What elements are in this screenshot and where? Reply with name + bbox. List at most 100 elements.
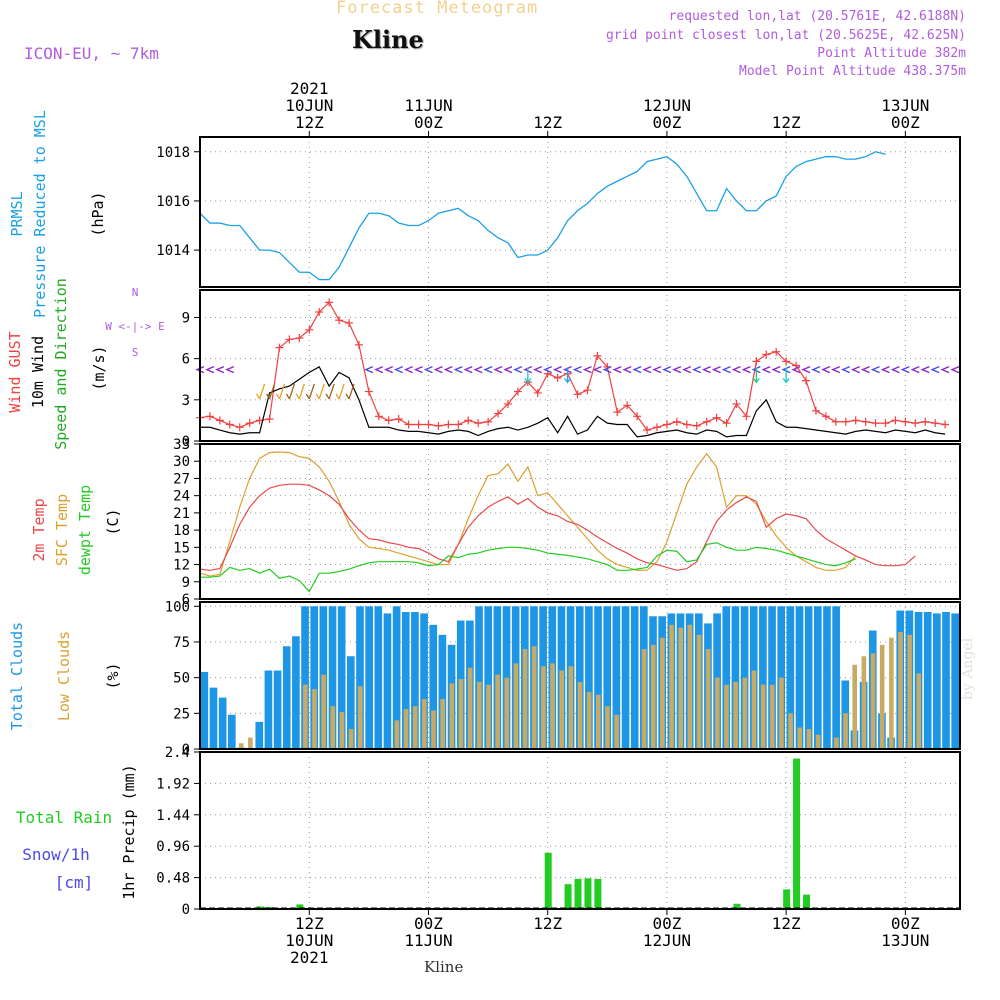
- gust-point: [553, 373, 562, 382]
- low-cloud-bar: [797, 727, 803, 749]
- low-cloud-bar: [898, 631, 903, 749]
- gust-point: [821, 412, 830, 421]
- total-cloud-bar: [273, 670, 282, 749]
- rain-bar: [733, 903, 741, 909]
- low-cloud-bar: [568, 666, 574, 749]
- pressure-ytick-label: 1018: [156, 145, 190, 161]
- total-cloud-bar: [347, 656, 355, 749]
- gust-point: [672, 417, 681, 426]
- wind-direction-arrow: [215, 365, 225, 374]
- cloud-label-low: Low Clouds: [55, 631, 73, 721]
- total-cloud-bar: [575, 606, 584, 749]
- rain-bar: [256, 906, 264, 909]
- wind-direction-arrow: [393, 365, 403, 374]
- gust-point: [444, 420, 453, 429]
- temp-label-unit: (C): [104, 508, 122, 535]
- wind-direction-arrow: [731, 365, 741, 374]
- low-cloud-bar: [431, 710, 436, 749]
- temperature-ytick-label: 6: [182, 592, 190, 608]
- wind-direction-arrow: [562, 365, 572, 374]
- low-cloud-bar: [660, 637, 665, 749]
- low-cloud-bar: [303, 684, 308, 749]
- wind-direction-arrow: [622, 365, 632, 374]
- compass-south: S: [132, 346, 139, 359]
- total-cloud-bar: [786, 606, 795, 749]
- low-cloud-bar: [724, 684, 729, 749]
- wind-direction-arrow: [752, 367, 760, 384]
- low-cloud-bar: [541, 666, 546, 749]
- top-time-label: 00Z: [652, 113, 681, 132]
- gust-point: [354, 340, 363, 349]
- gust-point: [573, 390, 582, 399]
- low-cloud-bar: [422, 699, 427, 749]
- gust-point: [494, 409, 503, 418]
- clouds-ytick-label: 0: [182, 742, 190, 758]
- wind-direction-arrow: [572, 365, 582, 374]
- gust-point: [802, 376, 811, 385]
- precip-panel-frame: [199, 751, 961, 910]
- gust-point: [404, 420, 413, 429]
- total-cloud-bar: [484, 606, 493, 749]
- low-cloud-bar: [806, 729, 812, 749]
- wind-direction-arrow: [503, 365, 513, 374]
- wind-panel-frame: [199, 289, 961, 442]
- low-cloud-bar: [770, 684, 775, 749]
- bottom-time-label: 00Z: [652, 914, 681, 933]
- total-cloud-bar: [475, 606, 483, 749]
- low-cloud-bar: [779, 677, 784, 749]
- gust-point: [762, 350, 771, 359]
- gust-point: [464, 416, 473, 425]
- precip-label-snow: Snow/1h: [22, 845, 89, 864]
- gust-point: [345, 318, 354, 327]
- low-cloud-bar: [650, 644, 656, 749]
- total-cloud-bar: [731, 606, 740, 749]
- total-cloud-bar: [951, 613, 959, 749]
- rain-bar: [296, 904, 304, 909]
- top-time-label: 00Z: [891, 113, 920, 132]
- bottom-time-label: 12Z: [295, 914, 324, 933]
- temperature-panel-bg: [200, 444, 960, 599]
- low-cloud-bar: [476, 681, 482, 749]
- gust-point: [503, 399, 512, 408]
- gust-point: [931, 419, 940, 428]
- gust-point: [474, 419, 483, 428]
- wind-direction-arrow: [771, 365, 781, 374]
- wind-direction-arrow: [782, 367, 790, 384]
- total-cloud-bar: [328, 606, 337, 749]
- top-time-label: 11JUN: [404, 96, 452, 115]
- pressure-ytick-label: 1014: [156, 243, 190, 259]
- low-cloud-bar: [889, 637, 894, 749]
- wind-direction-arrow: [383, 365, 394, 374]
- temperature-ytick-label: 30: [173, 454, 190, 470]
- low-cloud-bar: [788, 713, 793, 749]
- top-title: Forecast Meteogram: [336, 0, 539, 18]
- bottom-time-label: 00Z: [414, 914, 443, 933]
- wind-direction-arrow: [315, 383, 325, 400]
- low-cloud-bar: [522, 649, 528, 749]
- gust-point: [245, 419, 254, 428]
- total-cloud-bar: [255, 721, 264, 749]
- wind-direction-arrow: [513, 365, 523, 374]
- gust-point: [265, 415, 274, 424]
- precip-ytick-label: 2.4: [165, 745, 190, 761]
- wind-direction-arrow: [524, 367, 532, 384]
- wind-direction-arrow: [285, 383, 296, 400]
- gust-point: [712, 413, 721, 422]
- precip-label-unit: 1hr Precip (mm): [120, 764, 138, 899]
- wind-direction-arrow: [205, 365, 215, 374]
- low-cloud-bar: [605, 706, 610, 749]
- total-cloud-bar: [759, 606, 767, 749]
- top-time-label: 13JUN: [881, 96, 929, 115]
- gust-point: [285, 335, 294, 344]
- wind-direction-arrow: [831, 365, 841, 374]
- wind-direction-arrow: [910, 365, 920, 374]
- precip-ytick-label: 1.44: [156, 808, 190, 824]
- compass-north: N: [132, 286, 139, 299]
- rain-bar: [793, 758, 801, 909]
- wind-direction-arrow: [711, 365, 721, 374]
- total-cloud-bar: [200, 671, 209, 749]
- total-cloud-bar: [612, 606, 621, 749]
- gust-point: [643, 426, 652, 435]
- total-cloud-bar: [310, 606, 319, 749]
- wind-direction-arrow: [672, 365, 682, 374]
